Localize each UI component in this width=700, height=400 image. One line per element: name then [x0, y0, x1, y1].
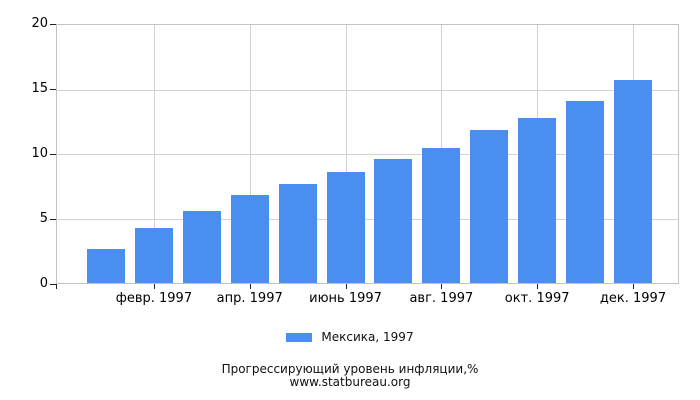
y-tick — [50, 24, 56, 25]
legend-swatch — [286, 332, 313, 342]
legend-label: Мексика, 1997 — [321, 330, 414, 344]
chart-title: Прогрессирующий уровень инфляции,% — [221, 362, 479, 376]
bar — [278, 183, 317, 283]
bars-container — [57, 25, 678, 283]
x-tick — [249, 284, 251, 289]
plot-area — [56, 24, 679, 284]
bar — [470, 129, 509, 283]
bar — [613, 80, 652, 283]
y-tick-label: 10 — [31, 146, 48, 161]
bar — [326, 172, 365, 283]
y-tick-label: 15 — [31, 81, 48, 96]
v-gridline — [249, 25, 251, 283]
x-tick — [441, 284, 443, 289]
bar — [134, 227, 173, 283]
bar — [182, 210, 221, 283]
y-tick-label: 5 — [39, 211, 48, 226]
h-gridline — [57, 218, 678, 220]
x-tick-label: авг. 1997 — [409, 291, 474, 306]
y-tick-label: 20 — [31, 16, 48, 31]
v-gridline — [153, 25, 155, 283]
bar — [566, 101, 605, 283]
x-tick — [153, 284, 155, 289]
bar — [422, 147, 461, 283]
y-tick — [50, 89, 56, 90]
v-gridline — [345, 25, 347, 283]
y-tick — [50, 154, 56, 155]
x-tick-label: окт. 1997 — [504, 291, 570, 306]
x-tick — [345, 284, 347, 289]
bar — [374, 159, 413, 283]
x-tick-label: июнь 1997 — [309, 291, 382, 306]
x-tick-label: февр. 1997 — [115, 291, 193, 306]
bar — [518, 117, 557, 283]
origin-tick — [56, 284, 57, 289]
h-gridline — [57, 154, 678, 155]
y-tick-label: 0 — [39, 276, 48, 291]
h-gridline — [57, 89, 678, 91]
x-tick — [537, 284, 539, 289]
x-tick — [633, 284, 634, 289]
bar — [87, 249, 125, 283]
bar — [230, 195, 269, 283]
legend: Мексика, 1997 — [0, 330, 700, 344]
x-tick-label: дек. 1997 — [599, 291, 667, 306]
y-tick — [50, 284, 56, 285]
x-tick-label: апр. 1997 — [216, 291, 283, 306]
source-url: www.statbureau.org — [289, 375, 411, 389]
y-tick — [50, 219, 56, 220]
